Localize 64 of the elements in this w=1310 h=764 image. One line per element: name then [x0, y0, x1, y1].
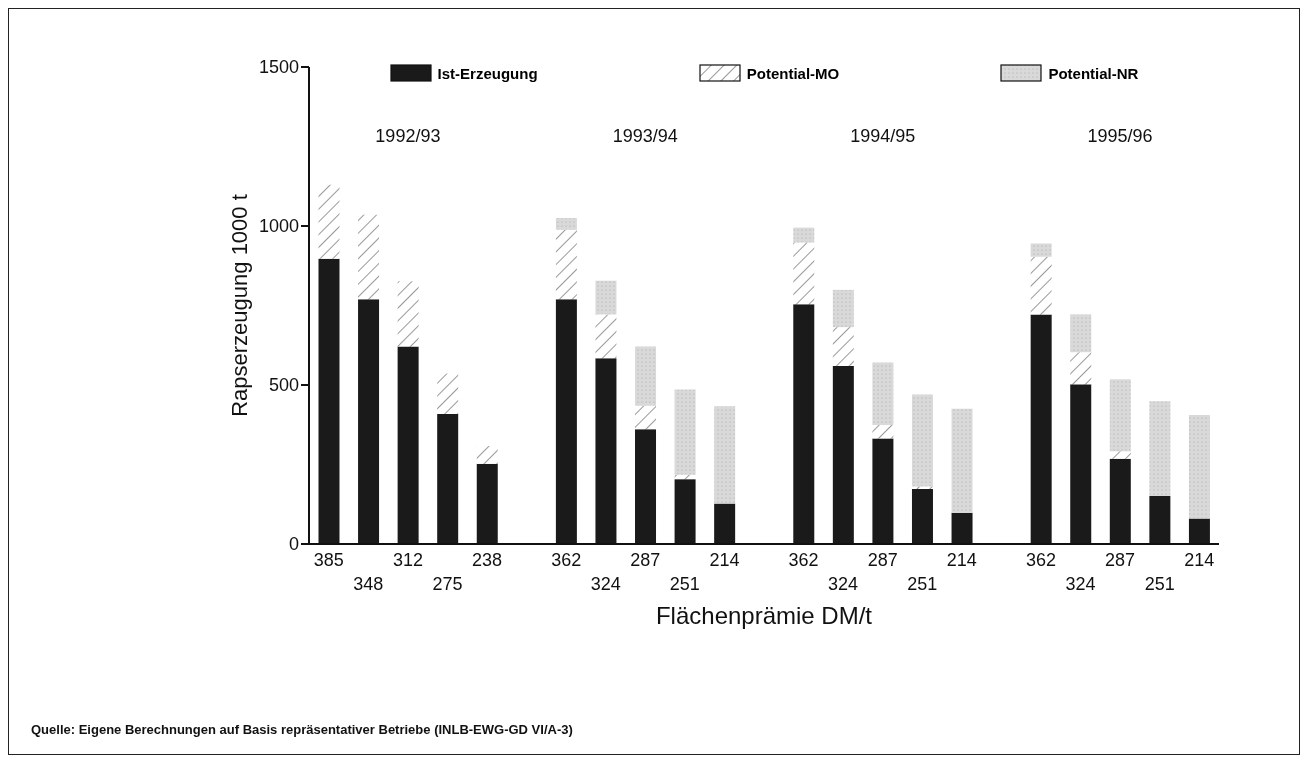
source-note: Quelle: Eigene Berechnungen auf Basis repräsentativer Betriebe (INLB-EWG-GD VI/A-3): [31, 722, 573, 737]
bar: [397, 281, 419, 347]
annotation: 1993/94: [611, 125, 679, 147]
bar: [635, 405, 657, 430]
bar: [318, 184, 340, 259]
bar: [476, 446, 498, 464]
bar: [555, 229, 577, 300]
x-tick-label: 214: [946, 550, 977, 570]
bar: [595, 280, 617, 315]
legend-label: Potential-NR: [1048, 64, 1139, 82]
x-tick-label: 312: [392, 550, 423, 570]
x-tick-label: 324: [590, 574, 621, 594]
bar: [1070, 352, 1092, 385]
bar: [1070, 314, 1092, 353]
annotation: 1995/96: [1086, 125, 1154, 147]
bar: [872, 425, 894, 439]
x-tick-label: 238: [472, 550, 503, 570]
bar: [832, 289, 854, 328]
bar: [674, 389, 696, 475]
x-tick-label: 362: [1025, 550, 1056, 570]
bar: [674, 474, 696, 480]
x-tick-label: 287: [867, 550, 898, 570]
annotation: 1994/95: [849, 125, 917, 147]
bar: [1030, 243, 1052, 257]
bar: [358, 214, 380, 300]
y-tick-label: 1000: [258, 216, 299, 237]
x-tick-label: 251: [1144, 574, 1175, 594]
x-tick-label: 362: [788, 550, 819, 570]
y-tick-label: 0: [288, 534, 299, 555]
bar: [714, 406, 736, 504]
x-tick-label: 287: [630, 550, 661, 570]
y-tick-label: 500: [268, 375, 299, 396]
bar: [595, 314, 617, 359]
bar: [793, 227, 815, 243]
x-tick-label: 214: [1184, 550, 1215, 570]
bar: [832, 327, 854, 366]
bar: [951, 408, 973, 513]
legend-label: Ist-Erzeugung: [437, 64, 538, 82]
x-tick-label: 251: [907, 574, 938, 594]
x-tick-label: 385: [313, 550, 344, 570]
x-tick-label: 324: [828, 574, 859, 594]
bar: [1149, 401, 1171, 496]
x-axis-title: Flächenprämie DM/t: [655, 602, 873, 629]
bar: [793, 242, 815, 305]
x-tick-label: 362: [551, 550, 582, 570]
bar: [1109, 451, 1131, 459]
x-tick-label: 287: [1105, 550, 1136, 570]
y-axis-title: Rapserzeugung 1000 t: [226, 194, 252, 417]
bar: [872, 362, 894, 426]
legend-label: Potential-MO: [746, 64, 840, 82]
bar: [635, 346, 657, 406]
bar: [1109, 379, 1131, 452]
x-tick-label: 275: [432, 574, 463, 594]
y-tick-label: 1500: [258, 57, 299, 78]
bar: [555, 218, 577, 230]
bar: [911, 394, 933, 487]
x-tick-label: 251: [669, 574, 700, 594]
bar: [1188, 414, 1210, 519]
x-tick-label: 348: [353, 574, 384, 594]
annotation: 1992/93: [374, 125, 442, 147]
bar: [1030, 256, 1052, 315]
bar: [437, 373, 459, 414]
x-tick-label: 324: [1065, 574, 1096, 594]
x-tick-label: 214: [709, 550, 740, 570]
